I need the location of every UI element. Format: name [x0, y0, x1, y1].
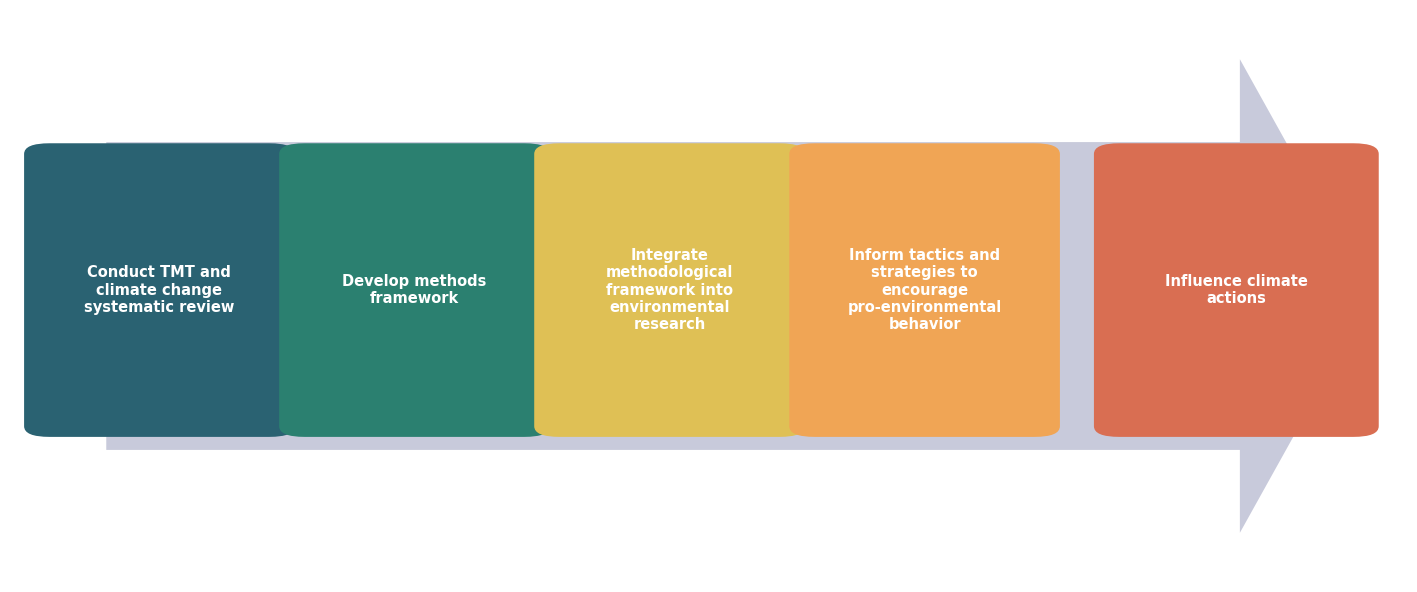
- Text: Integrate
methodological
framework into
environmental
research: Integrate methodological framework into …: [606, 248, 733, 332]
- Text: Conduct TMT and
climate change
systematic review: Conduct TMT and climate change systemati…: [84, 265, 235, 315]
- Text: Develop methods
framework: Develop methods framework: [343, 274, 486, 306]
- Text: Influence climate
actions: Influence climate actions: [1165, 274, 1308, 306]
- FancyBboxPatch shape: [24, 143, 295, 437]
- Text: Inform tactics and
strategies to
encourage
pro-environmental
behavior: Inform tactics and strategies to encoura…: [847, 248, 1002, 332]
- FancyBboxPatch shape: [279, 143, 550, 437]
- Polygon shape: [106, 59, 1372, 533]
- FancyBboxPatch shape: [789, 143, 1060, 437]
- FancyBboxPatch shape: [534, 143, 805, 437]
- FancyBboxPatch shape: [1094, 143, 1379, 437]
